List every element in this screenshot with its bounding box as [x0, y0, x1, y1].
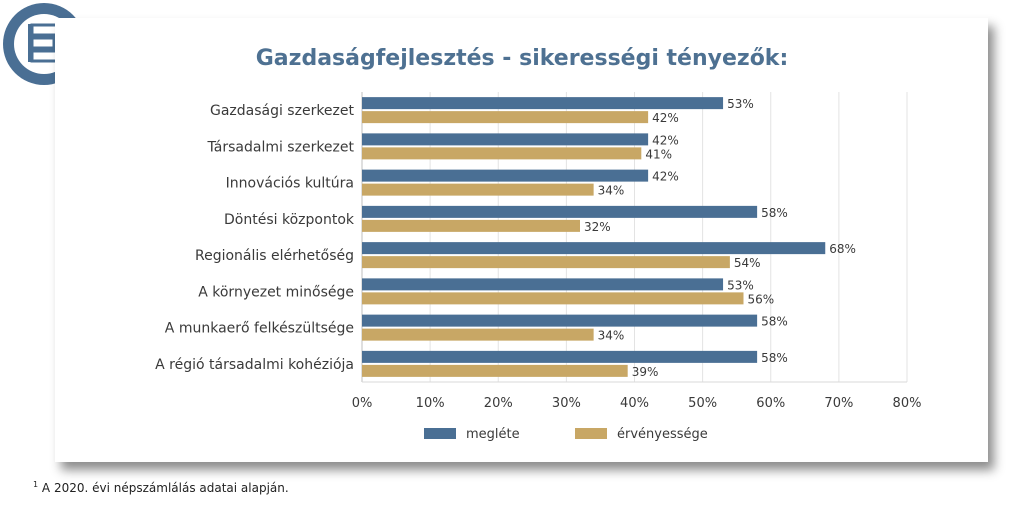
legend-label: megléte — [466, 427, 520, 442]
bar-series-1 — [362, 242, 826, 255]
x-tick-label: 40% — [620, 396, 649, 411]
category-label: A munkaerő felkészültsége — [165, 321, 354, 337]
data-label: 41% — [645, 147, 672, 161]
data-label: 53% — [727, 97, 754, 111]
bar-series-1 — [362, 350, 758, 363]
x-tick-label: 0% — [352, 396, 373, 411]
data-label: 42% — [652, 111, 679, 125]
legend-swatch — [424, 428, 456, 439]
data-label: 68% — [829, 242, 856, 256]
legend-swatch — [575, 428, 607, 439]
bar-series-1 — [362, 133, 649, 146]
bar-series-1 — [362, 278, 724, 291]
category-label: Társadalmi szerkezet — [207, 139, 355, 155]
data-label: 53% — [727, 278, 754, 292]
category-label: Regionális elérhetőség — [195, 248, 354, 264]
bar-series-1 — [362, 314, 758, 327]
data-label: 42% — [652, 170, 679, 184]
x-tick-label: 50% — [688, 396, 717, 411]
data-label: 58% — [761, 315, 788, 329]
x-tick-label: 20% — [484, 396, 513, 411]
bar-series-1 — [362, 169, 649, 182]
bar-series-2 — [362, 292, 744, 305]
category-label: A környezet minősége — [198, 284, 354, 300]
bars — [362, 97, 826, 377]
chart-card: Gazdaságfejlesztés - sikerességi tényező… — [55, 18, 988, 462]
chart-title: Gazdaságfejlesztés - sikerességi tényező… — [256, 46, 789, 71]
footnote-marker: 1 — [33, 480, 39, 489]
data-label: 54% — [734, 256, 761, 270]
data-label: 34% — [598, 329, 625, 343]
bar-series-2 — [362, 219, 580, 232]
bar-series-1 — [362, 97, 724, 110]
x-tick-label: 60% — [756, 396, 785, 411]
category-label: Döntési központok — [224, 212, 355, 228]
bar-series-1 — [362, 205, 758, 218]
legend-label: érvényessége — [617, 427, 708, 442]
footnote-text: A 2020. évi népszámlálás adatai alapján. — [41, 481, 289, 495]
category-label: Gazdasági szerkezet — [210, 103, 355, 119]
bar-series-2 — [362, 183, 594, 196]
data-label: 39% — [632, 365, 659, 379]
bar-series-2 — [362, 256, 730, 269]
x-tick-label: 30% — [552, 396, 581, 411]
data-label: 58% — [761, 351, 788, 365]
bar-chart: Gazdaságfejlesztés - sikerességi tényező… — [155, 46, 921, 442]
labels: 0% 10% 20% 30% 40% 50% 60% 70% 80% Gazdasági szer… — [155, 97, 921, 411]
bar-series-2 — [362, 328, 594, 341]
bar-series-2 — [362, 147, 642, 160]
data-label: 58% — [761, 206, 788, 220]
x-tick-label: 10% — [416, 396, 445, 411]
category-label: A régió társadalmi kohéziója — [155, 357, 354, 373]
category-label: Innovációs kultúra — [226, 176, 354, 192]
x-tick-label: 70% — [824, 396, 853, 411]
data-label: 56% — [748, 292, 775, 306]
footnote: 1 A 2020. évi népszámlálás adatai alapjá… — [33, 480, 289, 495]
bar-series-2 — [362, 364, 628, 377]
x-tick-label: 80% — [893, 396, 922, 411]
legend: megléte érvényessége — [424, 427, 708, 442]
data-label: 34% — [598, 184, 625, 198]
data-label: 32% — [584, 220, 611, 234]
data-label: 42% — [652, 133, 679, 147]
bar-series-2 — [362, 111, 649, 124]
